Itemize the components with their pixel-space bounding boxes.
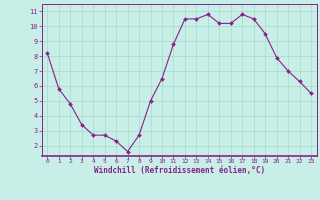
- X-axis label: Windchill (Refroidissement éolien,°C): Windchill (Refroidissement éolien,°C): [94, 166, 265, 175]
